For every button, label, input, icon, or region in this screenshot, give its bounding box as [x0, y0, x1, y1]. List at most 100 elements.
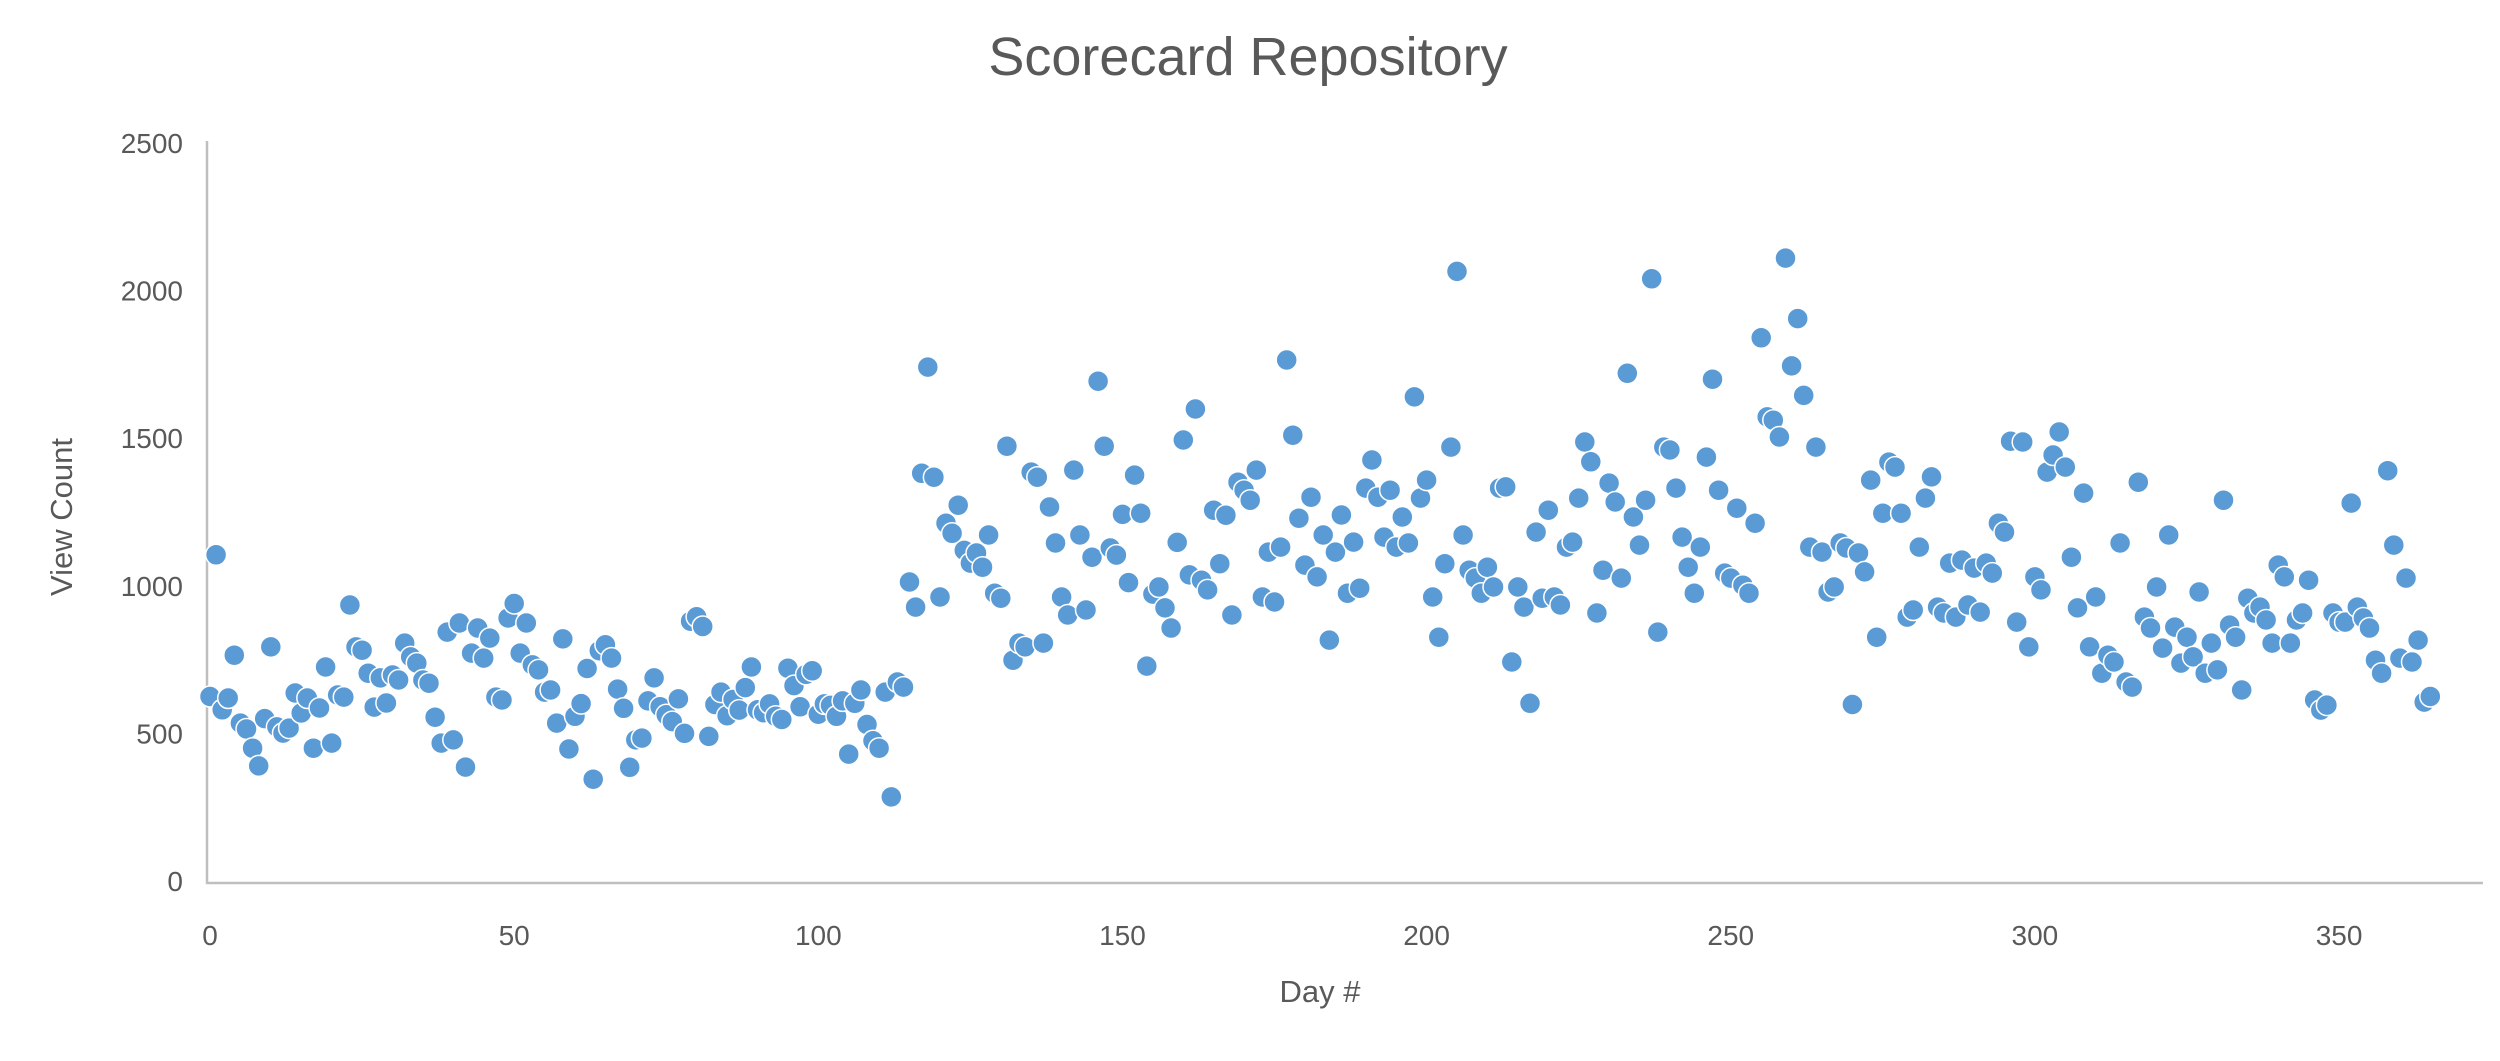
data-point: [1153, 596, 1177, 620]
data-point: [2200, 631, 2223, 655]
data-point: [867, 736, 891, 760]
data-point: [1865, 625, 1888, 649]
data-point: [1445, 260, 1469, 283]
data-point: [332, 685, 356, 709]
y-axis-title: View Count: [44, 438, 79, 596]
data-point: [2406, 628, 2430, 652]
data-point: [673, 722, 696, 745]
data-point: [1622, 505, 1645, 529]
data-point: [2297, 568, 2320, 592]
data-point: [1330, 503, 1353, 527]
data-point: [977, 523, 1000, 547]
data-point: [1397, 531, 1420, 555]
data-point: [1208, 552, 1232, 575]
data-point: [1080, 545, 1104, 569]
y-tick-label: 500: [136, 718, 183, 749]
data-point: [575, 657, 599, 680]
data-point: [989, 586, 1013, 610]
data-point: [1299, 485, 1323, 509]
data-point: [1597, 471, 1621, 495]
data-point: [1415, 468, 1438, 492]
data-point: [1403, 385, 1426, 409]
data-point: [1822, 575, 1846, 599]
data-point: [1670, 525, 1694, 549]
data-point: [691, 615, 714, 638]
data-point: [2370, 661, 2393, 685]
data-point: [1494, 475, 1517, 499]
data-point: [1707, 478, 1730, 502]
data-point: [2145, 575, 2168, 599]
data-point: [800, 659, 824, 683]
data-point: [2072, 481, 2095, 505]
data-point: [667, 687, 690, 711]
data-point: [2279, 631, 2302, 655]
data-point: [1725, 496, 1749, 520]
data-point: [1348, 576, 1371, 600]
data-point: [1038, 495, 1061, 519]
data-point: [1804, 435, 1828, 459]
data-point: [387, 668, 410, 692]
data-point: [1889, 501, 1913, 525]
data-point: [1092, 434, 1116, 458]
data-point: [1658, 438, 1682, 462]
data-point: [1311, 523, 1335, 547]
data-point: [581, 767, 605, 791]
data-point: [1196, 578, 1219, 602]
data-point: [515, 611, 538, 635]
data-point: [1634, 488, 1657, 512]
data-point: [2382, 533, 2406, 557]
data-point: [2224, 625, 2247, 649]
data-point: [916, 355, 940, 379]
data-point: [2419, 685, 2442, 708]
data-point: [697, 725, 721, 748]
data-point: [277, 716, 301, 740]
data-point: [2029, 578, 2053, 602]
y-tick-label: 1500: [121, 423, 183, 454]
data-point: [454, 755, 477, 779]
data-point: [1305, 565, 1329, 589]
data-point: [2254, 608, 2278, 632]
data-point: [892, 675, 915, 699]
data-point: [1841, 693, 1864, 716]
data-point: [1901, 598, 1925, 622]
x-tick-label: 100: [795, 920, 842, 951]
data-point: [1853, 560, 1876, 584]
data-point: [1342, 530, 1365, 554]
data-point: [1324, 540, 1347, 564]
data-point: [922, 465, 946, 489]
data-point: [2400, 650, 2424, 674]
data-point: [1013, 635, 1037, 659]
data-point: [2120, 675, 2144, 699]
data-point: [1549, 593, 1572, 617]
y-tick-label: 2000: [121, 276, 183, 307]
data-point: [734, 676, 757, 699]
x-tick-label: 150: [1099, 920, 1146, 951]
data-point: [1914, 486, 1937, 510]
data-point: [1482, 575, 1505, 599]
data-point: [1184, 397, 1207, 421]
data-point: [898, 570, 921, 594]
data-point: [2066, 596, 2089, 620]
data-point: [442, 728, 465, 752]
data-point: [1318, 628, 1341, 652]
data-point: [1780, 354, 1803, 378]
data-point: [904, 595, 927, 619]
data-point: [2181, 645, 2205, 669]
y-tick-label: 0: [167, 866, 183, 897]
data-point: [1859, 468, 1882, 492]
data-point: [995, 434, 1019, 458]
data-point: [1579, 450, 1603, 474]
data-point: [235, 717, 258, 741]
data-point: [308, 696, 331, 720]
data-point: [2376, 459, 2399, 482]
data-point: [247, 754, 270, 778]
data-point: [1506, 575, 1530, 599]
data-point: [2206, 658, 2229, 682]
data-point: [1664, 476, 1688, 500]
data-point: [551, 627, 575, 651]
x-tick-label: 300: [2012, 920, 2059, 951]
data-point: [1537, 498, 1560, 522]
data-point: [1275, 348, 1298, 372]
data-point: [1737, 581, 1761, 605]
data-point: [2060, 545, 2083, 569]
